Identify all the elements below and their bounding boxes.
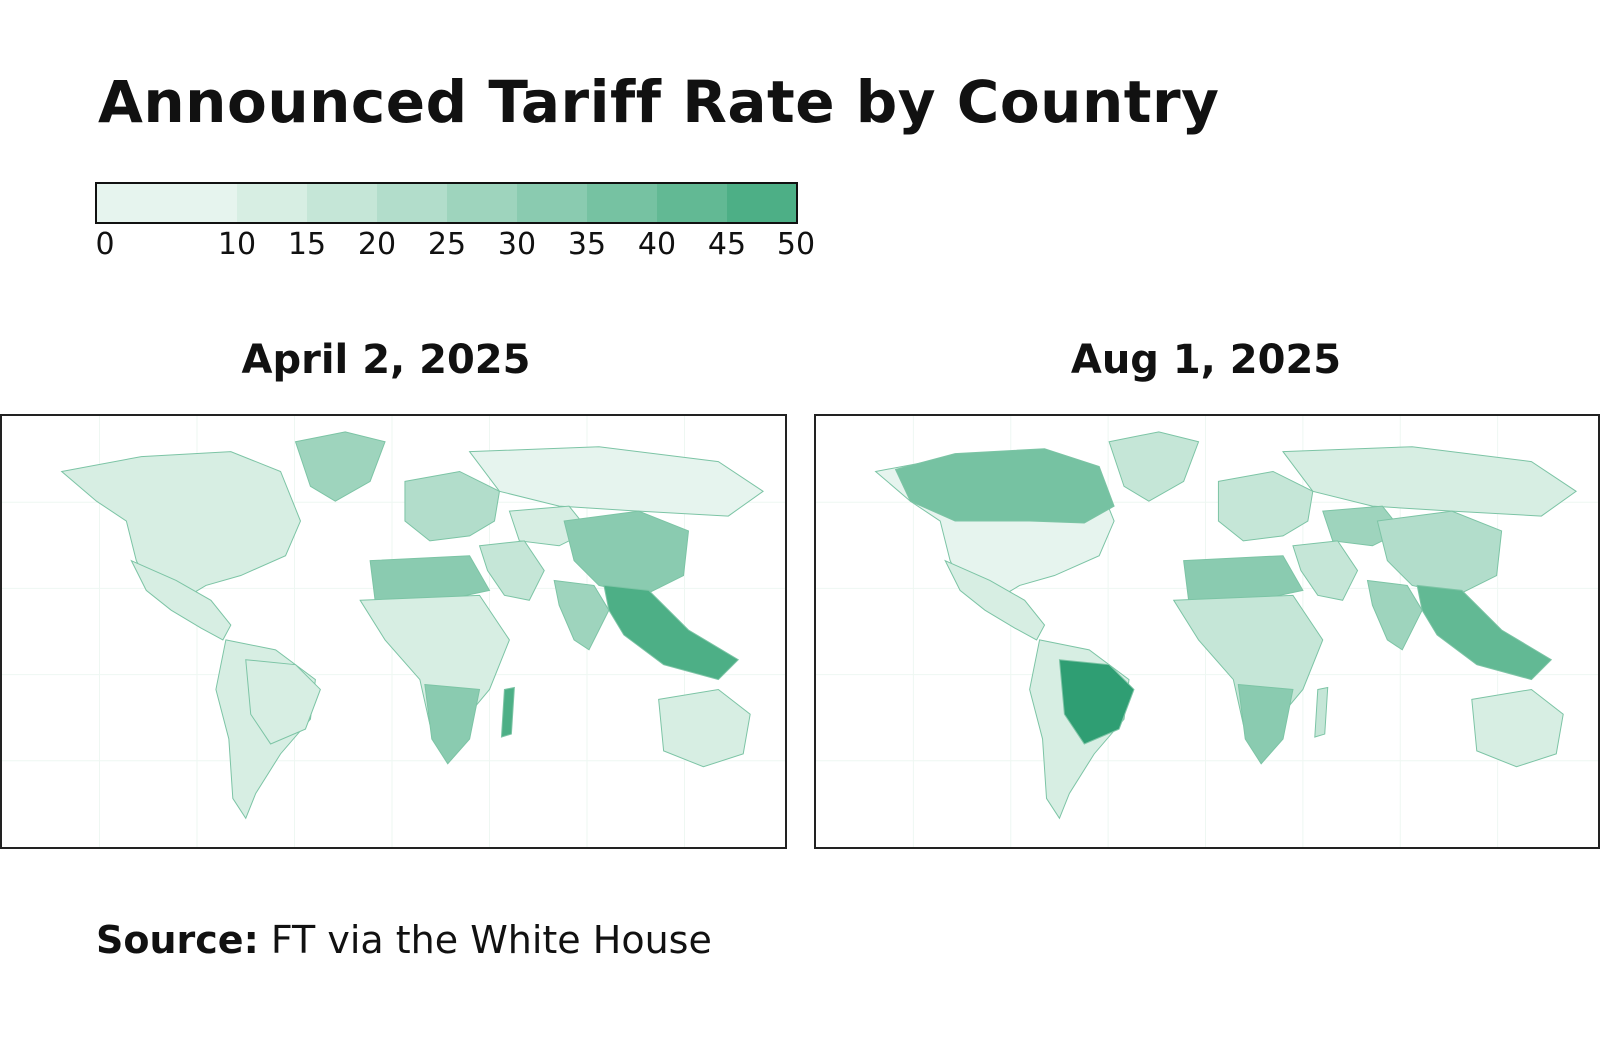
legend-swatch [657, 184, 727, 222]
region-greenland [294, 431, 386, 502]
legend-color-bar [95, 182, 798, 224]
legend-swatch [727, 184, 796, 222]
world-map-aug [816, 416, 1598, 847]
region-canada [894, 448, 1115, 524]
source-label: Source: [96, 918, 259, 962]
source-note: Source: FT via the White House [96, 918, 712, 962]
region-greenland [1108, 431, 1200, 502]
region-europe [404, 470, 501, 542]
region-brazil [1058, 659, 1135, 745]
legend-swatch [237, 184, 307, 222]
chart-title: Announced Tariff Rate by Country [98, 68, 1220, 136]
region-north-america [60, 451, 302, 601]
world-map-april [2, 416, 785, 847]
map-panel-aug [814, 414, 1600, 849]
legend-swatch [447, 184, 517, 222]
legend-swatch [97, 184, 237, 222]
panel-title-april: April 2, 2025 [241, 337, 531, 383]
region-india [553, 579, 610, 651]
map-panel-april [0, 414, 787, 849]
region-mexico-central [130, 559, 232, 641]
region-middle-east [478, 540, 545, 601]
region-australia [1471, 688, 1564, 768]
region-china [1376, 510, 1503, 596]
legend-swatch [587, 184, 657, 222]
legend-tick-label: 30 [497, 227, 537, 262]
region-southeast-asia [603, 584, 740, 681]
legend-swatch [517, 184, 587, 222]
region-russia [468, 446, 764, 517]
region-russia [1282, 446, 1578, 517]
region-southern-africa [424, 683, 481, 765]
legend-tick-label: 10 [217, 227, 257, 262]
legend-swatch [377, 184, 447, 222]
region-europe [1217, 470, 1314, 542]
legend-tick-label: 0 [95, 227, 115, 262]
legend-tick-label: 45 [707, 227, 747, 262]
region-india [1366, 579, 1423, 651]
legend-tick-label: 25 [427, 227, 467, 262]
legend-swatch [307, 184, 377, 222]
region-china [563, 510, 690, 596]
color-legend: 0 10 15 20 25 30 35 40 45 50 [95, 182, 815, 272]
region-middle-east [1292, 540, 1359, 601]
legend-tick-label: 20 [357, 227, 397, 262]
region-southeast-asia [1416, 584, 1553, 681]
region-madagascar [1314, 686, 1329, 738]
region-brazil [245, 659, 321, 745]
region-madagascar [500, 686, 515, 738]
source-text: FT via the White House [270, 918, 712, 962]
panel-title-aug: Aug 1, 2025 [1070, 337, 1342, 383]
legend-tick-label: 50 [776, 227, 816, 262]
legend-tick-label: 40 [637, 227, 677, 262]
legend-tick-label: 35 [567, 227, 607, 262]
region-southern-africa [1237, 683, 1294, 765]
legend-tick-label: 15 [287, 227, 327, 262]
region-australia [658, 688, 751, 768]
region-mexico-central [944, 559, 1046, 641]
